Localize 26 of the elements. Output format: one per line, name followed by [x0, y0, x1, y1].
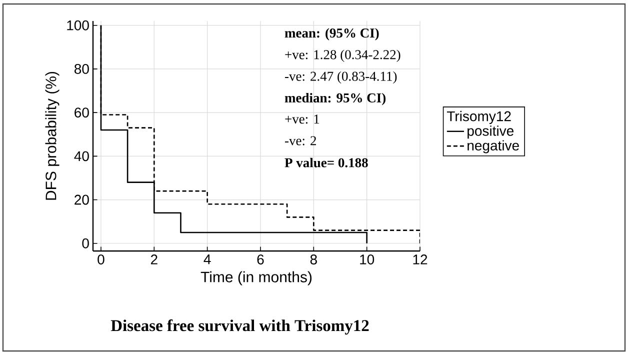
x-tick-label: 8: [310, 254, 317, 264]
legend-label: negative: [468, 140, 519, 154]
annotation: median: 95% CI): [284, 92, 386, 106]
y-axis-title: DFS probability (%): [45, 72, 60, 200]
legend-title: Trisomy12: [446, 110, 511, 124]
y-tick-label: 80: [74, 64, 89, 74]
x-axis-title: Time (in months): [200, 271, 312, 286]
x-tick-label: 12: [413, 254, 428, 264]
annotation: -ve: 2.47 (0.83-4.11): [285, 71, 397, 84]
text: Disease free survival with Trisomy12: [110, 319, 369, 335]
annotation: +ve: 1: [285, 114, 320, 124]
legend-label: positive: [468, 126, 514, 139]
x-tick-label: 0: [98, 254, 104, 264]
y-tick-label: 60: [74, 108, 89, 118]
y-tick-label: 20: [74, 194, 89, 205]
annotation: mean: (95% CI): [284, 28, 379, 40]
annotation: -ve: 2: [285, 136, 316, 146]
x-tick-label: 10: [360, 254, 374, 264]
x-tick-label: 6: [257, 254, 264, 264]
y-tick-label: 0: [82, 238, 89, 248]
x-tick-label: 4: [204, 254, 211, 264]
annotation: +ve: 1.28 (0.34-2.22): [285, 50, 400, 62]
x-tick-label: 2: [150, 254, 158, 264]
y-tick-label: 40: [74, 151, 89, 162]
annotation: P value= 0.188: [284, 158, 368, 168]
y-tick-label: 100: [67, 20, 89, 30]
